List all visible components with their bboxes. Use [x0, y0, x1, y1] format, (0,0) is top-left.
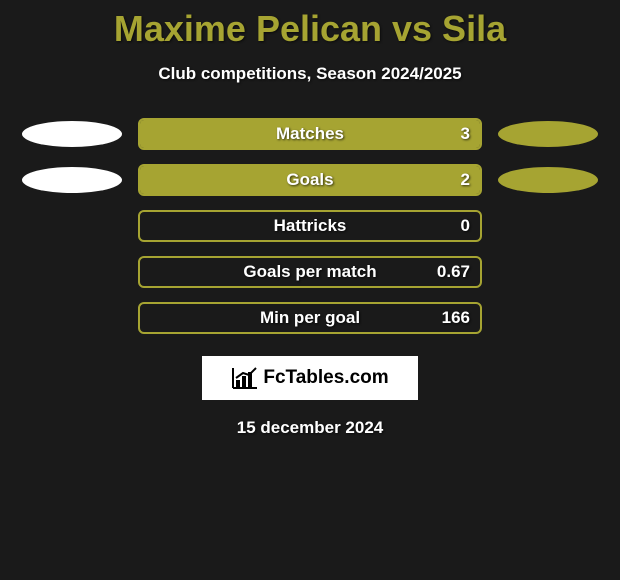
- stat-row: Hattricks 0: [0, 210, 620, 242]
- stat-row: Goals per match 0.67: [0, 256, 620, 288]
- stat-row: Min per goal 166: [0, 302, 620, 334]
- stat-label: Goals: [286, 170, 333, 190]
- stat-bar: Hattricks 0: [138, 210, 482, 242]
- stat-bar: Min per goal 166: [138, 302, 482, 334]
- stat-rows: Matches 3 Goals 2 Hattricks 0 Goals per match 0…: [0, 118, 620, 334]
- stat-value: 2: [461, 170, 470, 190]
- stat-value: 0.67: [437, 262, 470, 282]
- page-title: Maxime Pelican vs Sila: [0, 0, 620, 50]
- player2-marker: [498, 121, 598, 147]
- chart-icon: [231, 366, 259, 390]
- stat-value: 166: [442, 308, 470, 328]
- player2-marker: [498, 167, 598, 193]
- marker-spacer: [498, 305, 598, 331]
- marker-spacer: [22, 213, 122, 239]
- page-subtitle: Club competitions, Season 2024/2025: [0, 64, 620, 84]
- stat-bar: Goals 2: [138, 164, 482, 196]
- marker-spacer: [498, 259, 598, 285]
- marker-spacer: [498, 213, 598, 239]
- logo-box: FcTables.com: [202, 356, 418, 400]
- stat-value: 0: [461, 216, 470, 236]
- stat-label: Min per goal: [260, 308, 360, 328]
- stat-value: 3: [461, 124, 470, 144]
- stat-label: Matches: [276, 124, 344, 144]
- date-text: 15 december 2024: [0, 418, 620, 438]
- player1-marker: [22, 121, 122, 147]
- logo-text: FcTables.com: [263, 367, 388, 389]
- marker-spacer: [22, 305, 122, 331]
- player1-marker: [22, 167, 122, 193]
- stat-label: Hattricks: [274, 216, 347, 236]
- stat-row: Goals 2: [0, 164, 620, 196]
- stat-label: Goals per match: [243, 262, 376, 282]
- stat-bar: Goals per match 0.67: [138, 256, 482, 288]
- marker-spacer: [22, 259, 122, 285]
- logo: FcTables.com: [231, 366, 388, 390]
- stat-row: Matches 3: [0, 118, 620, 150]
- stat-bar: Matches 3: [138, 118, 482, 150]
